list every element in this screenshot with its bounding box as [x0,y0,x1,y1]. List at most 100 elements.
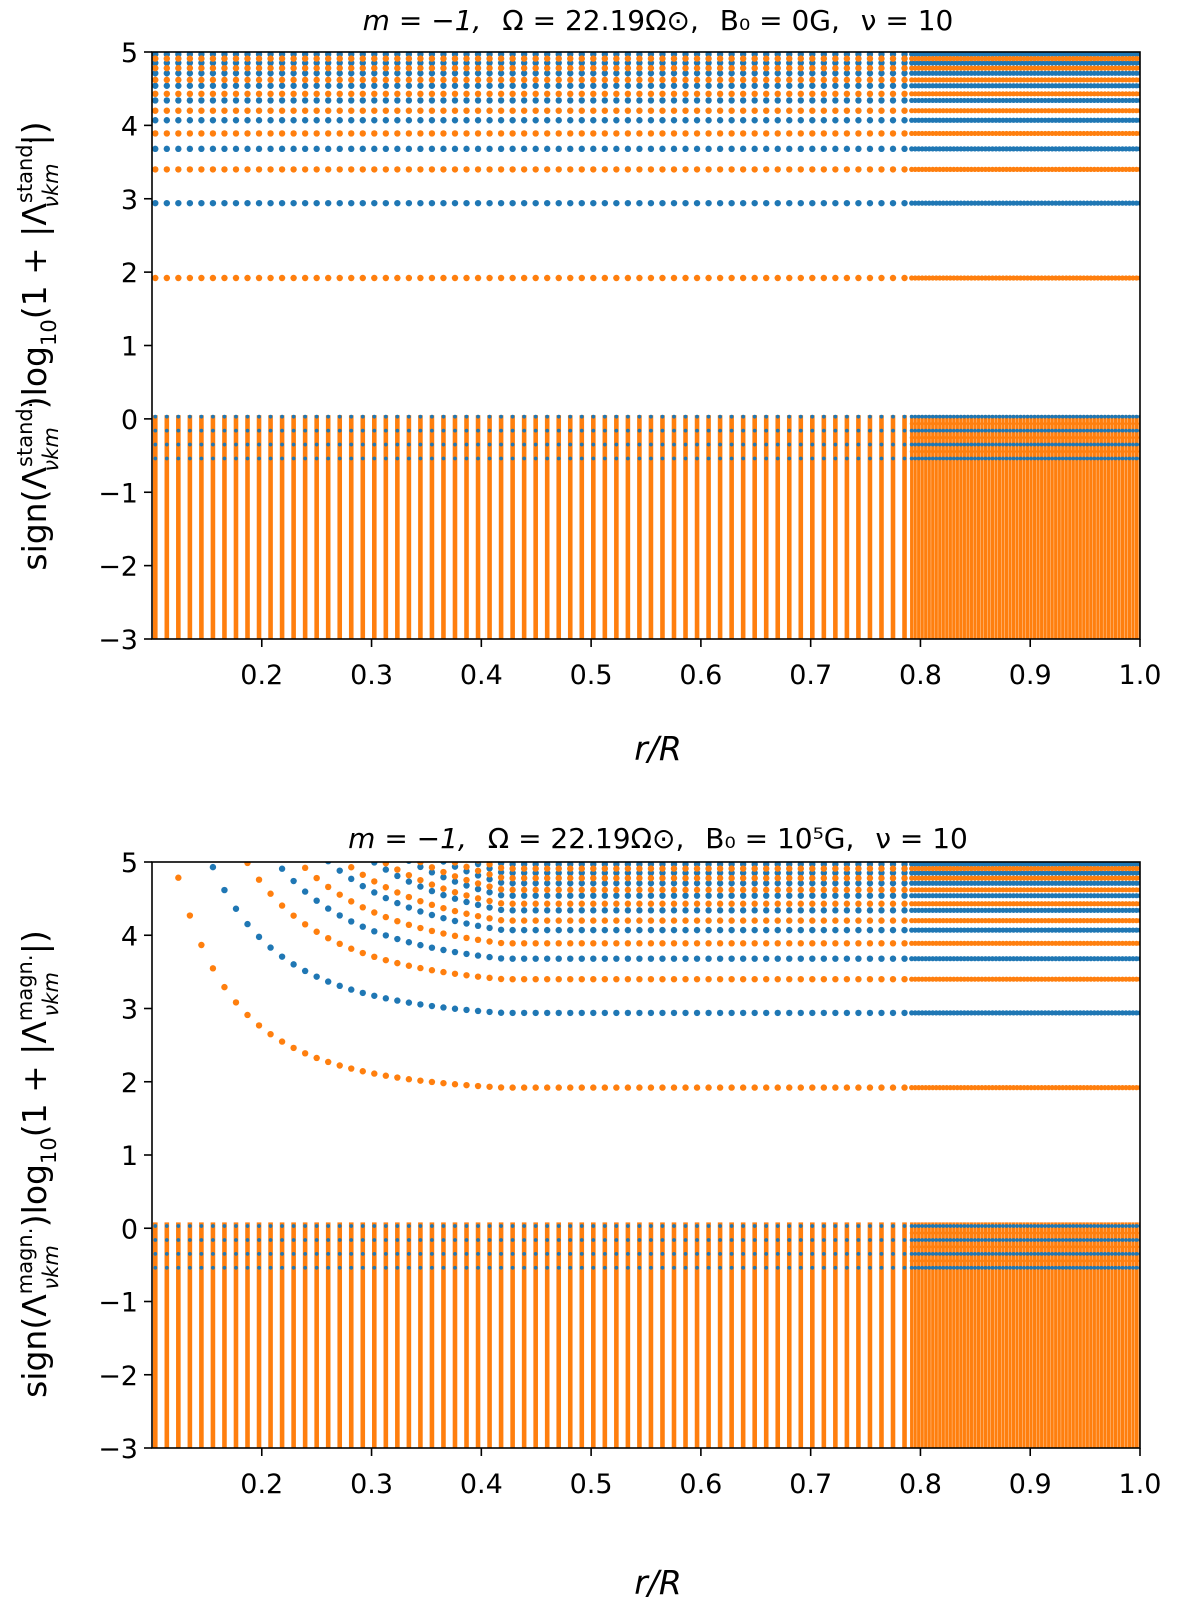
data-point [890,955,896,961]
near-zero-point [1106,443,1110,447]
data-point [890,927,896,933]
near-zero-point [1012,450,1016,454]
negative-column [1008,1222,1011,1448]
near-zero-point [1061,1252,1065,1256]
near-zero-point [787,450,791,454]
near-zero-point [1015,429,1019,433]
negative-column [418,415,423,639]
data-point [394,166,400,172]
near-zero-point [891,1238,895,1242]
near-zero-point [638,1252,642,1256]
near-zero-point [810,443,814,447]
data-point [325,200,331,206]
near-zero-point [557,1231,561,1235]
near-zero-point [955,415,959,419]
data-point [798,907,804,913]
near-zero-point [880,457,884,461]
data-point [544,117,550,123]
near-zero-point [211,422,215,426]
near-zero-point [1029,450,1033,454]
near-zero-point [1033,436,1037,440]
near-zero-point [453,422,457,426]
near-zero-point [1092,1252,1096,1256]
data-point [325,905,331,911]
data-point [556,166,562,172]
data-point [221,97,227,103]
negative-column [970,1222,973,1448]
near-zero-point [938,1252,942,1256]
near-zero-point [695,415,699,419]
negative-column [752,1222,757,1448]
negative-column [418,1222,423,1448]
near-zero-point [1128,443,1132,447]
near-zero-point [1001,1231,1005,1235]
title-b0: B₀ = 0G, [720,4,840,37]
near-zero-point [920,450,924,454]
data-point [417,908,423,914]
near-zero-point [1015,436,1019,440]
near-zero-point [1057,422,1061,426]
data-point [740,275,746,281]
negative-column [942,1222,945,1448]
ylabel-post: (1 + |Λ [15,203,54,320]
data-point [383,866,389,872]
data-point [832,83,838,89]
data-point [832,907,838,913]
data-point [290,65,296,71]
near-zero-point [984,1224,988,1228]
near-zero-point [1099,1231,1103,1235]
near-zero-point [315,1224,319,1228]
near-zero-point [1061,1259,1065,1263]
near-zero-point [1089,450,1093,454]
data-point [290,108,296,114]
near-zero-point [753,436,757,440]
negative-column [998,1222,1001,1448]
data-point [855,907,861,913]
negative-column [945,1222,948,1448]
near-zero-point [522,1259,526,1263]
near-zero-point [1089,1238,1093,1242]
near-zero-point [338,1252,342,1256]
near-zero-point [672,1231,676,1235]
data-point [429,888,435,894]
data-point [394,91,400,97]
data-point [648,892,654,898]
near-zero-point [1099,422,1103,426]
near-zero-point [649,1266,653,1270]
near-zero-point [1043,1245,1047,1249]
near-zero-point [280,1238,284,1242]
near-zero-point [684,1266,688,1270]
near-zero-point [465,1245,469,1249]
data-point [187,130,193,136]
near-zero-point [962,450,966,454]
data-point [383,895,389,901]
data-point [809,65,815,71]
near-zero-point [280,450,284,454]
near-zero-point [395,415,399,419]
near-zero-point [257,1266,261,1270]
data-point [521,65,527,71]
near-zero-point [973,436,977,440]
near-zero-point [1103,1245,1107,1249]
data-point [671,907,677,913]
near-zero-point [910,1224,914,1228]
near-zero-point [987,1231,991,1235]
near-zero-point [1043,422,1047,426]
data-point [728,892,734,898]
data-point [590,91,596,97]
data-point [417,200,423,206]
near-zero-point [891,457,895,461]
near-zero-point [1128,1252,1132,1256]
near-zero-point [920,1266,924,1270]
x-tick-label: 0.2 [240,660,283,691]
data-point [406,83,412,89]
near-zero-point [787,1259,791,1263]
near-zero-point [1124,1266,1128,1270]
near-zero-point [810,1238,814,1242]
data-point [486,77,492,83]
near-zero-point [661,436,665,440]
near-zero-point [211,1259,215,1263]
data-point [671,146,677,152]
data-point [567,892,573,898]
near-zero-point [1033,450,1037,454]
